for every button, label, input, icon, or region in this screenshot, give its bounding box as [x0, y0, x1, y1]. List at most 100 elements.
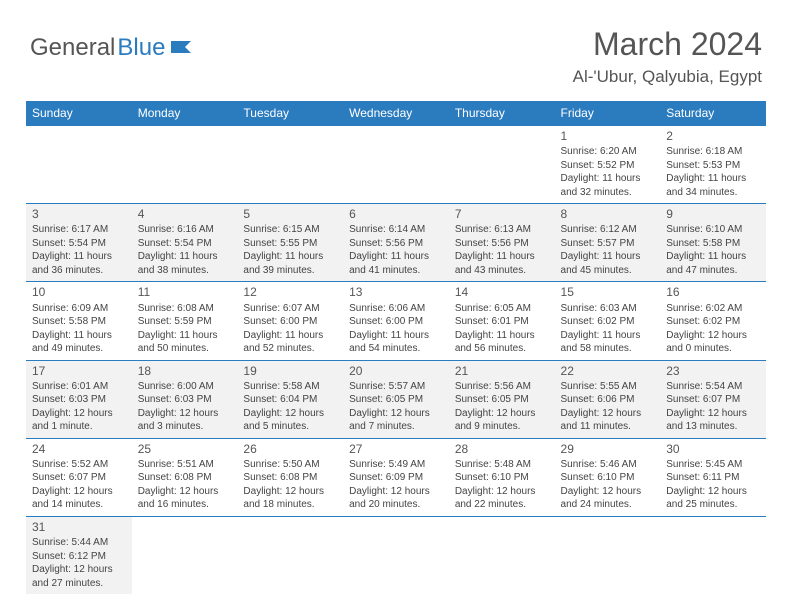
sunset-text: Sunset: 6:05 PM: [455, 393, 549, 407]
daylight-text: Daylight: 12 hours and 13 minutes.: [666, 407, 760, 434]
sunrise-text: Sunrise: 6:12 AM: [561, 223, 655, 237]
daylight-text: Daylight: 11 hours and 58 minutes.: [561, 329, 655, 356]
day-number: 18: [138, 363, 232, 379]
day-number: 11: [138, 284, 232, 300]
day-number: 24: [32, 441, 126, 457]
day-number: 21: [455, 363, 549, 379]
day-number: 14: [455, 284, 549, 300]
daylight-text: Daylight: 12 hours and 14 minutes.: [32, 485, 126, 512]
day-number: 30: [666, 441, 760, 457]
calendar-day-cell: [237, 126, 343, 204]
sunrise-text: Sunrise: 6:13 AM: [455, 223, 549, 237]
sunrise-text: Sunrise: 5:48 AM: [455, 458, 549, 472]
sunrise-text: Sunrise: 6:18 AM: [666, 145, 760, 159]
calendar-day-cell: 21Sunrise: 5:56 AMSunset: 6:05 PMDayligh…: [449, 360, 555, 438]
daylight-text: Daylight: 12 hours and 5 minutes.: [243, 407, 337, 434]
sunset-text: Sunset: 5:56 PM: [455, 237, 549, 251]
calendar-day-cell: 11Sunrise: 6:08 AMSunset: 5:59 PMDayligh…: [132, 282, 238, 360]
calendar-day-cell: 13Sunrise: 6:06 AMSunset: 6:00 PMDayligh…: [343, 282, 449, 360]
weekday-header: Friday: [555, 101, 661, 126]
daylight-text: Daylight: 12 hours and 27 minutes.: [32, 563, 126, 590]
daylight-text: Daylight: 11 hours and 49 minutes.: [32, 329, 126, 356]
calendar-day-cell: 28Sunrise: 5:48 AMSunset: 6:10 PMDayligh…: [449, 438, 555, 516]
daylight-text: Daylight: 11 hours and 47 minutes.: [666, 250, 760, 277]
weekday-header: Tuesday: [237, 101, 343, 126]
day-number: 6: [349, 206, 443, 222]
daylight-text: Daylight: 12 hours and 7 minutes.: [349, 407, 443, 434]
daylight-text: Daylight: 12 hours and 24 minutes.: [561, 485, 655, 512]
sunset-text: Sunset: 6:10 PM: [455, 471, 549, 485]
day-number: 23: [666, 363, 760, 379]
calendar-day-cell: 25Sunrise: 5:51 AMSunset: 6:08 PMDayligh…: [132, 438, 238, 516]
sunset-text: Sunset: 5:59 PM: [138, 315, 232, 329]
sunset-text: Sunset: 6:09 PM: [349, 471, 443, 485]
sunrise-text: Sunrise: 6:09 AM: [32, 302, 126, 316]
day-number: 25: [138, 441, 232, 457]
sunset-text: Sunset: 5:53 PM: [666, 159, 760, 173]
sunset-text: Sunset: 5:58 PM: [666, 237, 760, 251]
calendar-day-cell: 1Sunrise: 6:20 AMSunset: 5:52 PMDaylight…: [555, 126, 661, 204]
day-number: 5: [243, 206, 337, 222]
sunrise-text: Sunrise: 6:20 AM: [561, 145, 655, 159]
calendar-day-cell: 16Sunrise: 6:02 AMSunset: 6:02 PMDayligh…: [660, 282, 766, 360]
calendar-day-cell: 17Sunrise: 6:01 AMSunset: 6:03 PMDayligh…: [26, 360, 132, 438]
sunrise-text: Sunrise: 5:46 AM: [561, 458, 655, 472]
sunset-text: Sunset: 6:11 PM: [666, 471, 760, 485]
sunset-text: Sunset: 5:56 PM: [349, 237, 443, 251]
calendar-day-cell: 2Sunrise: 6:18 AMSunset: 5:53 PMDaylight…: [660, 126, 766, 204]
calendar-day-cell: [449, 516, 555, 594]
sunrise-text: Sunrise: 6:07 AM: [243, 302, 337, 316]
calendar-day-cell: 5Sunrise: 6:15 AMSunset: 5:55 PMDaylight…: [237, 204, 343, 282]
sunrise-text: Sunrise: 5:58 AM: [243, 380, 337, 394]
calendar-day-cell: 6Sunrise: 6:14 AMSunset: 5:56 PMDaylight…: [343, 204, 449, 282]
weekday-header: Thursday: [449, 101, 555, 126]
calendar-day-cell: 24Sunrise: 5:52 AMSunset: 6:07 PMDayligh…: [26, 438, 132, 516]
day-number: 16: [666, 284, 760, 300]
daylight-text: Daylight: 11 hours and 56 minutes.: [455, 329, 549, 356]
sunrise-text: Sunrise: 6:14 AM: [349, 223, 443, 237]
brand-part2: Blue: [117, 34, 165, 62]
sunset-text: Sunset: 5:54 PM: [32, 237, 126, 251]
daylight-text: Daylight: 11 hours and 34 minutes.: [666, 172, 760, 199]
calendar-week-row: 31Sunrise: 5:44 AMSunset: 6:12 PMDayligh…: [26, 516, 766, 594]
calendar-day-cell: [555, 516, 661, 594]
weekday-header: Monday: [132, 101, 238, 126]
calendar-day-cell: [132, 516, 238, 594]
calendar-day-cell: 31Sunrise: 5:44 AMSunset: 6:12 PMDayligh…: [26, 516, 132, 594]
day-number: 28: [455, 441, 549, 457]
day-number: 3: [32, 206, 126, 222]
sunset-text: Sunset: 6:02 PM: [561, 315, 655, 329]
page-header: GeneralBlue March 2024 Al-'Ubur, Qalyubi…: [0, 0, 792, 95]
sunset-text: Sunset: 6:06 PM: [561, 393, 655, 407]
sunset-text: Sunset: 6:02 PM: [666, 315, 760, 329]
daylight-text: Daylight: 11 hours and 41 minutes.: [349, 250, 443, 277]
daylight-text: Daylight: 12 hours and 20 minutes.: [349, 485, 443, 512]
sunrise-text: Sunrise: 6:05 AM: [455, 302, 549, 316]
weekday-header: Sunday: [26, 101, 132, 126]
day-number: 1: [561, 128, 655, 144]
sunset-text: Sunset: 6:00 PM: [243, 315, 337, 329]
daylight-text: Daylight: 12 hours and 22 minutes.: [455, 485, 549, 512]
calendar-day-cell: [343, 126, 449, 204]
calendar-day-cell: 9Sunrise: 6:10 AMSunset: 5:58 PMDaylight…: [660, 204, 766, 282]
day-number: 27: [349, 441, 443, 457]
daylight-text: Daylight: 12 hours and 11 minutes.: [561, 407, 655, 434]
calendar-week-row: 10Sunrise: 6:09 AMSunset: 5:58 PMDayligh…: [26, 282, 766, 360]
sunrise-text: Sunrise: 5:45 AM: [666, 458, 760, 472]
day-number: 2: [666, 128, 760, 144]
day-number: 7: [455, 206, 549, 222]
calendar-day-cell: 14Sunrise: 6:05 AMSunset: 6:01 PMDayligh…: [449, 282, 555, 360]
calendar-week-row: 3Sunrise: 6:17 AMSunset: 5:54 PMDaylight…: [26, 204, 766, 282]
calendar-day-cell: 12Sunrise: 6:07 AMSunset: 6:00 PMDayligh…: [237, 282, 343, 360]
calendar-day-cell: 29Sunrise: 5:46 AMSunset: 6:10 PMDayligh…: [555, 438, 661, 516]
day-number: 10: [32, 284, 126, 300]
sunset-text: Sunset: 6:03 PM: [32, 393, 126, 407]
sunset-text: Sunset: 5:52 PM: [561, 159, 655, 173]
sunrise-text: Sunrise: 6:06 AM: [349, 302, 443, 316]
calendar-week-row: 24Sunrise: 5:52 AMSunset: 6:07 PMDayligh…: [26, 438, 766, 516]
calendar-week-row: 1Sunrise: 6:20 AMSunset: 5:52 PM Daylight…: [26, 126, 766, 204]
brand-part1: General: [30, 34, 115, 62]
daylight-text: Daylight: 12 hours and 18 minutes.: [243, 485, 337, 512]
sunset-text: Sunset: 6:07 PM: [32, 471, 126, 485]
calendar-day-cell: 23Sunrise: 5:54 AMSunset: 6:07 PMDayligh…: [660, 360, 766, 438]
